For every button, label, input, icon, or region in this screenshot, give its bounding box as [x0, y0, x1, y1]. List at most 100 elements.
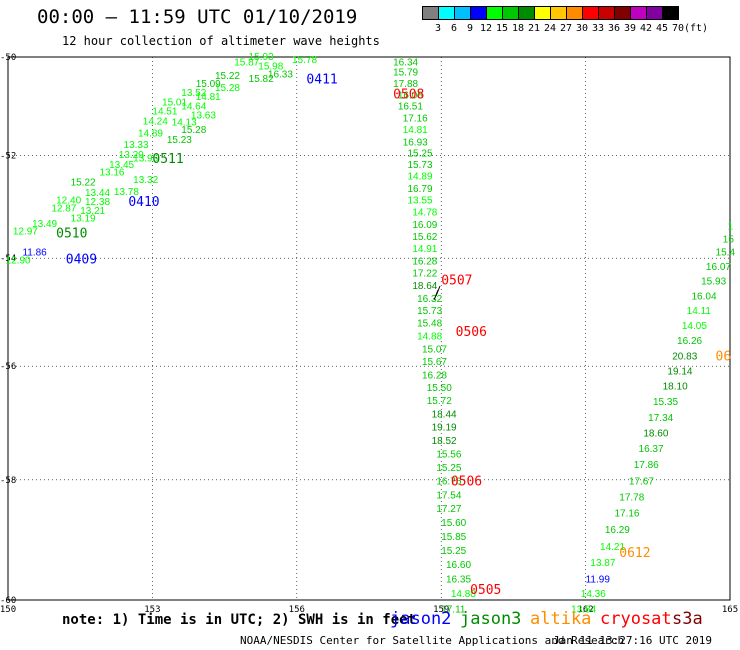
swh-value-label: 15.79 [393, 67, 418, 78]
swh-value-label: 17.16 [614, 508, 639, 519]
credit-timestamp: Jan 11 13:27:16 UTC 2019 [553, 634, 712, 647]
swh-value-label: 17.22 [412, 269, 437, 280]
swh-value-label: 12.90 [6, 255, 31, 266]
swh-value-label: 17.67 [629, 476, 654, 487]
legend-label: 24 [543, 23, 557, 34]
swh-value-label: 15.73 [417, 306, 442, 317]
swh-value-label: 14.36 [581, 589, 606, 600]
swh-value-label: 15.72 [427, 396, 452, 407]
legend-label: 45 [655, 23, 669, 34]
swh-value-label: 13.32 [133, 175, 158, 186]
footer-note: note: 1) Time is in UTC; 2) SWH is in fe… [62, 612, 417, 628]
swh-value-label: 18.52 [432, 436, 457, 447]
swh-value-label: 13.33 [124, 140, 149, 151]
swh-value-label: 14.91 [412, 244, 437, 255]
swh-value-label: 13.52 [181, 88, 206, 99]
legend-unit: (ft) [684, 23, 709, 34]
legend-label: 9 [466, 23, 474, 34]
swh-value-label: 12.97 [13, 227, 38, 238]
pass-label-jason2: 0409 [66, 252, 97, 267]
legend-label: 15 [495, 23, 509, 34]
swh-value-label: 13.78 [114, 187, 139, 198]
swh-value-label: 15.93 [701, 277, 726, 288]
swh-value-label: 16.93 [403, 137, 428, 148]
pass-label-altika: 06 [716, 350, 732, 365]
swh-value-label: 15.01 [162, 98, 187, 109]
lon-tick-label: 165 [722, 605, 738, 615]
pass-label-jason3: 0511 [152, 152, 183, 167]
swh-value-label: 15.87 [234, 58, 259, 69]
lon-tick-label: 156 [289, 605, 305, 615]
lat-tick-label: -54 [0, 254, 16, 264]
color-legend: 3 6 9 12 15 18 21 24 27 30 33 36 39 42 45 70 (ft) [422, 6, 708, 34]
swh-value-label: 17.78 [619, 492, 644, 503]
swh-value-label: 15.85 [441, 532, 466, 543]
swh-value-label: 15.93 [249, 52, 274, 63]
swh-value-label: 15.48 [417, 319, 442, 330]
swh-value-label: 19.19 [432, 423, 457, 434]
legend-label: 33 [591, 23, 605, 34]
credit-text: NOAA/NESDIS Center for Satellite Applica… [240, 634, 625, 647]
pass-label-jason3: 0510 [56, 226, 87, 241]
page-title: 00:00 – 11:59 UTC 01/10/2019 [37, 6, 358, 28]
lon-tick-label: 150 [0, 605, 16, 615]
swh-value-label: 16.37 [639, 444, 664, 455]
swh-value-label: 13.49 [32, 219, 57, 230]
legend-label: 21 [527, 23, 541, 34]
pass-label-altika: 0612 [619, 546, 650, 561]
swh-value-label: 15.62 [412, 232, 437, 243]
swh-value-label: 13.95 [133, 153, 158, 164]
swh-value-label: 18.64 [412, 281, 437, 292]
swh-value-label: 16.04 [691, 292, 716, 303]
swh-value-label: 16.07 [706, 262, 731, 273]
swh-value-label: 16.28 [412, 257, 437, 268]
legend-label: 70 [671, 23, 685, 34]
lat-tick-label: -60 [0, 596, 16, 606]
swh-value-label: 16.28 [422, 370, 447, 381]
lon-tick-label: 153 [144, 605, 160, 615]
swh-value-label: 15.28 [215, 83, 240, 94]
pass-label-jason2: 0410 [128, 195, 159, 210]
swh-value-label: 13.21 [80, 206, 105, 217]
swh-value-label: 15.82 [249, 74, 274, 85]
swh-value-label: 16.34 [393, 58, 418, 69]
swh-value-label: 13.84 [571, 604, 596, 615]
swh-value-label: 15.25 [436, 463, 461, 474]
swh-value-label: 15.56 [436, 450, 461, 461]
swh-value-label: 16.32 [417, 294, 442, 305]
swh-value-label: 15.25 [408, 148, 433, 159]
swh-value-label: 16.08 [398, 90, 423, 101]
swh-value-label: 16.33 [268, 69, 293, 80]
pass-label-jason2: 0411 [306, 73, 337, 88]
pass-label-cryosat: 0507 [441, 274, 472, 289]
swh-value-label: 15.35 [653, 397, 678, 408]
swh-value-label: 14.88 [451, 589, 476, 600]
satellite-legend-jason3: jason3 [460, 609, 522, 629]
swh-value-label: 13.19 [71, 214, 96, 225]
swh-value-label: 13.44 [85, 188, 110, 199]
lat-tick-label: -56 [0, 362, 16, 372]
swh-value-label: 15 [723, 234, 735, 245]
swh-value-label: 14.13 [172, 117, 197, 128]
swh-value-label: 13.45 [109, 160, 134, 171]
swh-value-label: 14.05 [682, 321, 707, 332]
swh-value-label: 13.87 [590, 558, 615, 569]
legend-label: 36 [607, 23, 621, 34]
swh-value-label: 17.27 [436, 504, 461, 515]
swh-value-label: 15.78 [292, 55, 317, 66]
swh-value-label: 14.81 [403, 125, 428, 136]
swh-value-label: 15.22 [215, 71, 240, 82]
swh-value-label: 12.40 [56, 196, 81, 207]
swh-value-label: 13.55 [408, 196, 433, 207]
swh-value-label: 15.07 [422, 344, 447, 355]
legend-label: 42 [639, 23, 653, 34]
swh-value-label: 20.83 [672, 352, 697, 363]
pass-label-cryosat: 0506 [456, 325, 487, 340]
swh-value-label: 15.22 [71, 178, 96, 189]
swh-value-label: 14.64 [181, 102, 206, 113]
legend-label: 6 [450, 23, 458, 34]
legend-label: 39 [623, 23, 637, 34]
swh-value-label: 12.87 [51, 203, 76, 214]
swh-value-label: 13.29 [119, 150, 144, 161]
